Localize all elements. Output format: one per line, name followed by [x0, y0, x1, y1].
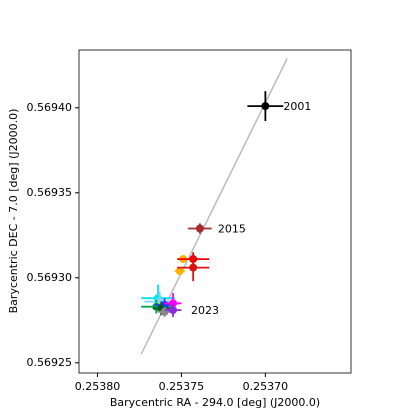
- x-axis-label: Barycentric RA - 294.0 [deg] (J2000.0): [110, 396, 320, 409]
- point: [261, 102, 270, 111]
- point: [169, 306, 178, 315]
- point-label: 2001: [283, 100, 311, 113]
- x-tick-label: 0.25375: [159, 380, 205, 393]
- x-tick-label: 0.25380: [75, 380, 121, 393]
- point: [195, 224, 204, 233]
- point: [189, 263, 198, 272]
- point-label: 2015: [218, 223, 246, 236]
- y-axis-label: Barycentric DEC - 7.0 [deg] (J2000.0): [7, 109, 20, 314]
- point-label: 2023: [191, 304, 219, 317]
- y-tick-label: 0.56925: [27, 356, 73, 369]
- x-tick-label: 0.25370: [243, 380, 289, 393]
- point: [160, 307, 169, 316]
- y-tick-label: 0.56935: [27, 186, 73, 199]
- y-tick-label: 0.56930: [27, 271, 73, 284]
- plot-frame: [78, 49, 352, 374]
- y-tick-label: 0.56940: [27, 101, 73, 114]
- point: [175, 267, 184, 275]
